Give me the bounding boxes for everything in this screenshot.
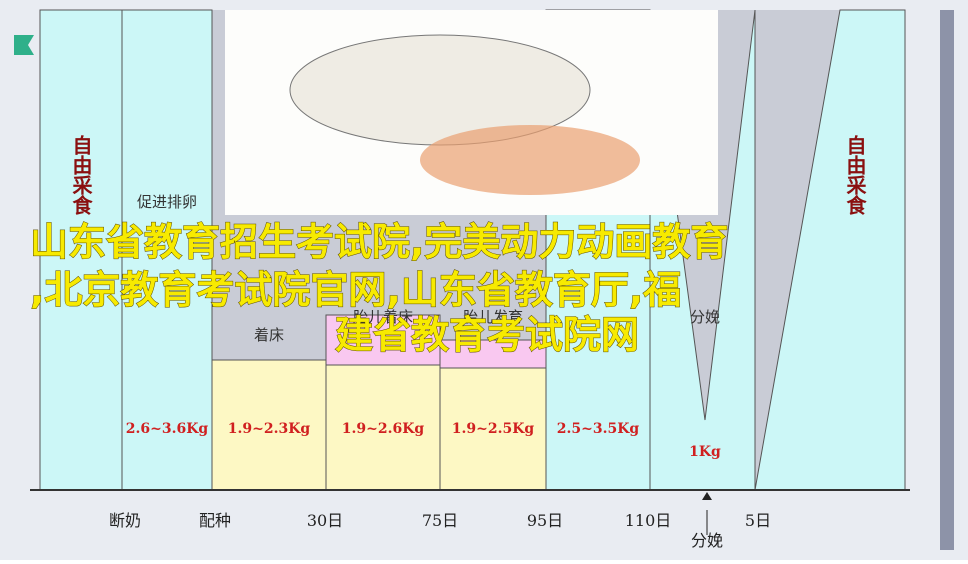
- edge: [940, 10, 954, 550]
- col: [325, 314, 441, 366]
- stage-label: 促进排卵: [137, 193, 197, 211]
- axis-label: 75日: [422, 511, 458, 530]
- arrow-head: [702, 492, 712, 500]
- col: [325, 364, 441, 491]
- axis-label: 5日: [745, 511, 771, 530]
- amount: 1.9~2.3Kg: [228, 421, 311, 437]
- amount: 1.9~2.6Kg: [342, 421, 425, 437]
- vertical-label: 自由采食: [843, 134, 867, 216]
- marker-label: 分娩: [691, 531, 723, 550]
- overlay-text: 山东省教育招生考试院,完美动力动画教育: [30, 220, 728, 264]
- stage-label: 着床: [254, 326, 284, 344]
- amount: 2.5~3.5Kg: [557, 421, 640, 437]
- piglets: [420, 125, 640, 195]
- axis-label: 110日: [625, 511, 672, 530]
- col: [121, 9, 213, 491]
- axis-label: 30日: [307, 511, 343, 530]
- col: [211, 359, 327, 491]
- vertical-label: 自由采食: [69, 134, 93, 216]
- flag: [14, 35, 34, 55]
- overlay-text: ,北京教育考试院官网,山东省教育厅,福: [30, 268, 681, 312]
- stage-label: 胎儿着床: [353, 308, 413, 326]
- overlay-text: 建省教育考试院网: [335, 313, 639, 357]
- axis-label: 配种: [199, 511, 231, 530]
- axis-label: 95日: [527, 511, 563, 530]
- amount: 1Kg: [689, 444, 721, 460]
- stage-label: 分娩: [690, 308, 720, 326]
- amount: 2.6~3.6Kg: [126, 421, 209, 437]
- amount: 1.9~2.5Kg: [452, 421, 535, 437]
- stage-label: 胎儿发育: [463, 308, 523, 326]
- col: [649, 9, 756, 491]
- axis-label: 断奶: [109, 511, 141, 530]
